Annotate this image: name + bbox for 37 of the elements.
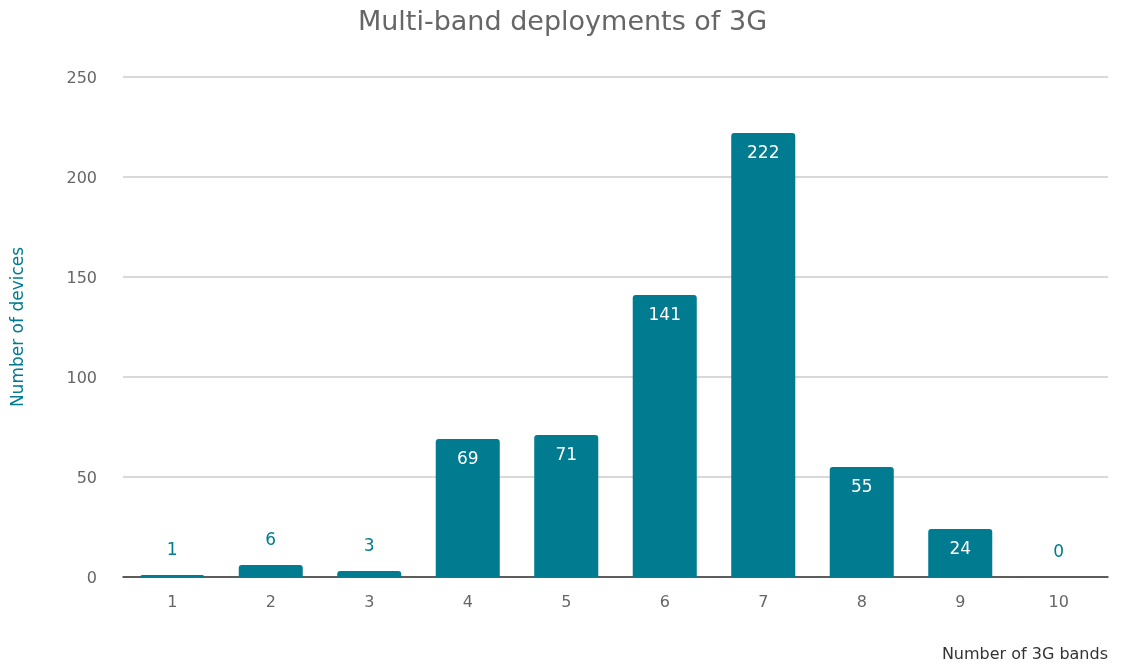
data-label: 69 [456, 447, 479, 468]
x-tick-label: 6 [659, 591, 670, 611]
bar [534, 435, 599, 577]
bar [731, 133, 796, 577]
x-tick-label: 10 [1048, 591, 1069, 611]
data-label: 24 [949, 537, 972, 558]
x-tick-label: 9 [955, 591, 966, 611]
y-tick-label: 0 [86, 567, 97, 587]
data-label: 141 [648, 303, 681, 324]
x-tick-label: 8 [856, 591, 867, 611]
bar [238, 565, 303, 577]
x-tick-label: 7 [758, 591, 769, 611]
y-tick-label: 250 [66, 67, 97, 87]
data-label: 6 [265, 528, 277, 549]
bar [632, 295, 697, 577]
bar [337, 571, 402, 577]
x-tick-label: 2 [265, 591, 276, 611]
data-label: 1 [166, 538, 178, 559]
data-label: 55 [850, 475, 873, 496]
x-tick-label: 4 [462, 591, 473, 611]
data-label: 222 [747, 141, 780, 162]
bar [435, 439, 500, 577]
y-axis-title: Number of devices [6, 246, 27, 408]
x-axis-title: Number of 3G bands [941, 643, 1108, 663]
data-label: 0 [1053, 540, 1065, 561]
y-tick-label: 200 [66, 167, 97, 187]
bar [829, 467, 894, 577]
x-tick-label: 5 [561, 591, 572, 611]
data-label: 71 [555, 443, 578, 464]
x-tick-label: 1 [167, 591, 178, 611]
y-tick-label: 50 [76, 467, 97, 487]
chart-title: Multi-band deployments of 3G [357, 5, 768, 36]
data-label: 3 [363, 534, 375, 555]
bar [928, 529, 993, 577]
y-tick-label: 150 [66, 267, 97, 287]
y-tick-label: 100 [66, 367, 97, 387]
x-tick-label: 3 [364, 591, 375, 611]
